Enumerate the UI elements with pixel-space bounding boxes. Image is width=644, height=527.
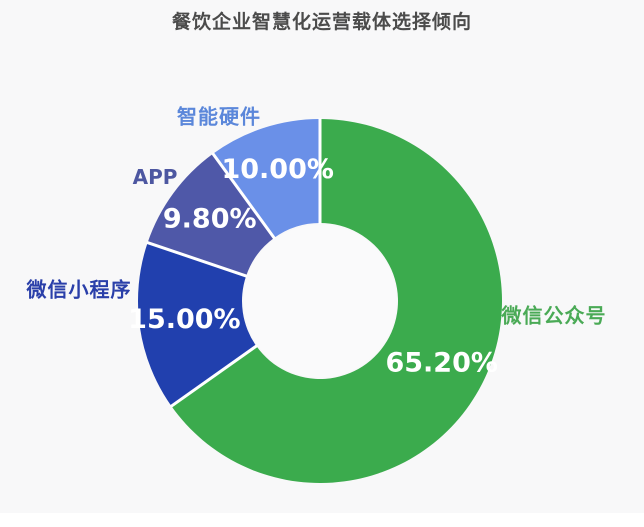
donut-slice-2[interactable] [147,153,275,276]
slice-label-wechat-official-account: 微信公众号 [501,303,607,328]
donut-slice-3[interactable] [213,119,320,238]
slice-label-wechat-mini-program: 微信小程序 [26,277,132,302]
slice-value-label-1: 15.00% [128,304,240,335]
chart-title: 餐饮企业智慧化运营载体选择倾向 [171,11,472,33]
slice-value-label-0: 65.20% [385,348,497,379]
page-bottom-strip [0,513,644,527]
slice-label-smart-hardware: 智能硬件 [177,104,261,129]
slice-value-label-2: 9.80% [163,203,257,234]
slice-divider [146,240,248,278]
slice-label-app: APP [132,165,178,189]
slice-divider [211,152,276,240]
donut-hole [243,224,397,378]
slice-divider [169,344,259,408]
donut-slice-0[interactable] [171,119,503,483]
slice-value-label-3: 10.00% [221,154,333,185]
